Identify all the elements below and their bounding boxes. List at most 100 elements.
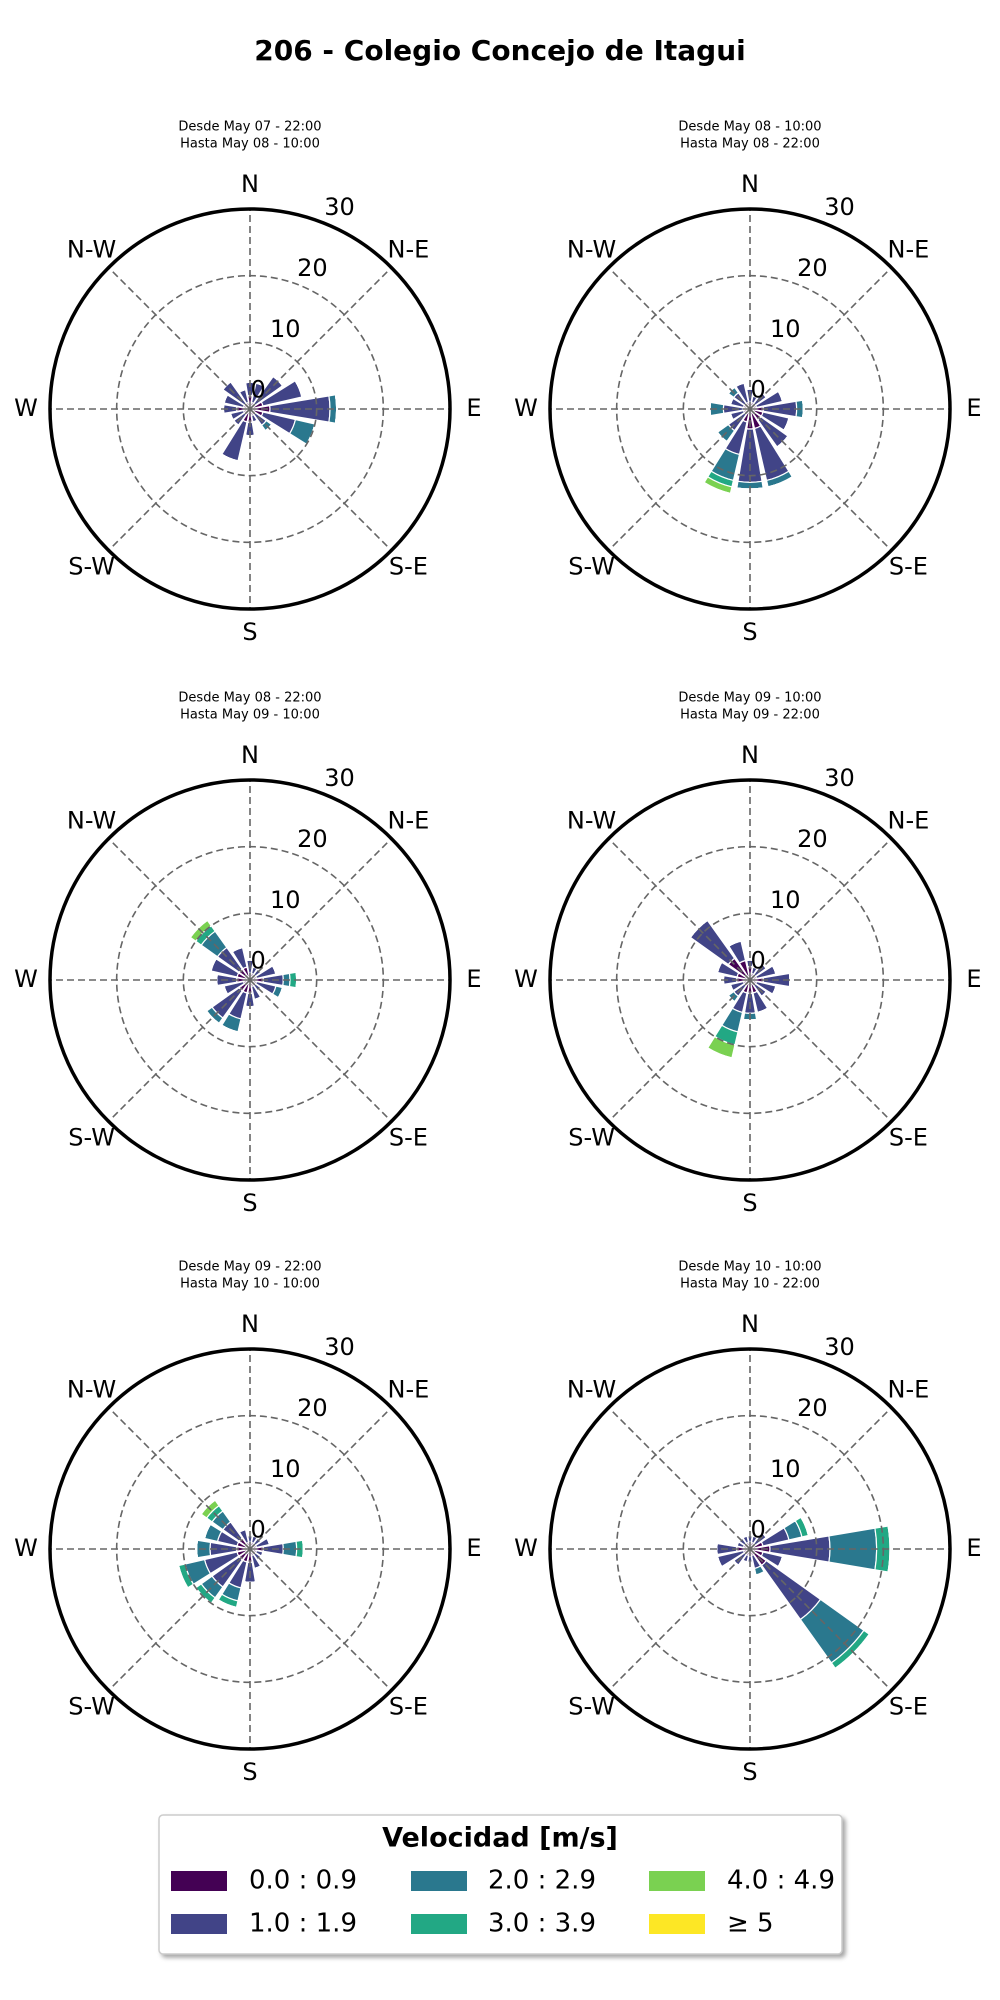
grid-spoke bbox=[749, 838, 892, 981]
grid-ring bbox=[615, 1414, 885, 1684]
legend-label: 3.0 : 3.9 bbox=[488, 1909, 596, 1939]
direction-label: W bbox=[514, 394, 538, 422]
direction-label: N bbox=[241, 741, 259, 769]
grid-spoke bbox=[108, 408, 251, 551]
radial-tick-label: 0 bbox=[750, 947, 765, 975]
radial-tick-label: 10 bbox=[770, 886, 801, 914]
wedge bbox=[757, 1007, 768, 1014]
subplot-title: Desde May 10 - 10:00 bbox=[678, 1260, 821, 1275]
direction-label: E bbox=[466, 1534, 481, 1562]
direction-label: E bbox=[966, 394, 981, 422]
radial-tick-label: 30 bbox=[824, 764, 855, 792]
grid-ring bbox=[115, 274, 385, 544]
direction-label: W bbox=[14, 394, 38, 422]
radial-tick-label: 10 bbox=[270, 1455, 301, 1483]
wedge bbox=[743, 1018, 757, 1021]
wedge bbox=[232, 946, 243, 953]
grid-spoke bbox=[608, 1548, 751, 1691]
direction-label: N-W bbox=[67, 236, 116, 264]
radial-tick-label: 10 bbox=[770, 315, 801, 343]
subplot-title: Desde May 08 - 22:00 bbox=[178, 691, 321, 706]
legend-swatch bbox=[171, 1914, 227, 1934]
direction-label: N-E bbox=[388, 807, 430, 835]
legend-label: 0.0 : 0.9 bbox=[249, 1866, 357, 1896]
radial-tick-label: 30 bbox=[324, 764, 355, 792]
radial-tick-label: 10 bbox=[770, 1455, 801, 1483]
wedge bbox=[761, 1532, 767, 1538]
subplot-title: Desde May 08 - 10:00 bbox=[678, 120, 821, 135]
subplot-title: Hasta May 09 - 10:00 bbox=[180, 708, 320, 723]
grid-ring bbox=[115, 1414, 385, 1684]
direction-label: N-W bbox=[567, 236, 616, 264]
direction-label: W bbox=[514, 1534, 538, 1562]
figure-title: 206 - Colegio Concejo de Itagui bbox=[254, 34, 746, 67]
direction-label: S-W bbox=[68, 552, 115, 580]
direction-label: S bbox=[742, 1758, 757, 1786]
direction-label: N bbox=[741, 741, 759, 769]
wedge bbox=[777, 391, 784, 402]
outer-ring bbox=[48, 778, 452, 1182]
wedge bbox=[277, 987, 284, 998]
grid-spoke bbox=[749, 979, 892, 1122]
direction-label: S bbox=[742, 618, 757, 646]
grid-ring bbox=[182, 912, 318, 1048]
direction-label: N-E bbox=[888, 807, 930, 835]
direction-label: E bbox=[966, 965, 981, 993]
outer-ring bbox=[48, 1347, 452, 1751]
wedge bbox=[255, 382, 265, 387]
grid-spoke bbox=[108, 838, 251, 981]
direction-label: S bbox=[242, 618, 257, 646]
wedge bbox=[776, 435, 789, 448]
subplot-title: Hasta May 10 - 10:00 bbox=[180, 1277, 320, 1292]
radial-tick-label: 0 bbox=[250, 1516, 265, 1544]
subplot-title: Hasta May 09 - 22:00 bbox=[680, 708, 820, 723]
direction-label: E bbox=[466, 965, 481, 993]
grid-spoke bbox=[749, 267, 892, 410]
legend-swatch bbox=[411, 1914, 467, 1934]
direction-label: S-W bbox=[568, 1123, 615, 1151]
grid-spoke bbox=[749, 1407, 892, 1550]
direction-label: S bbox=[242, 1189, 257, 1217]
wedge bbox=[742, 1535, 748, 1539]
wedge bbox=[772, 985, 777, 995]
legend-swatch bbox=[411, 1871, 467, 1891]
radial-tick-label: 30 bbox=[324, 193, 355, 221]
outer-ring bbox=[548, 207, 952, 611]
wedge bbox=[239, 388, 246, 393]
radial-tick-label: 30 bbox=[324, 1333, 355, 1361]
grid-spoke bbox=[108, 1407, 251, 1550]
direction-label: W bbox=[514, 965, 538, 993]
grid-spoke bbox=[608, 838, 751, 981]
direction-label: N-W bbox=[567, 1376, 616, 1404]
radial-tick-label: 0 bbox=[250, 947, 265, 975]
radial-tick-label: 20 bbox=[297, 254, 328, 282]
wedge bbox=[788, 973, 791, 987]
radial-tick-label: 30 bbox=[824, 1333, 855, 1361]
grid-spoke bbox=[249, 1407, 392, 1550]
grid-ring bbox=[115, 845, 385, 1115]
subplot-title: Hasta May 08 - 22:00 bbox=[680, 137, 820, 152]
wedge bbox=[177, 1565, 189, 1589]
direction-label: S-W bbox=[68, 1692, 115, 1720]
direction-label: N-E bbox=[888, 236, 930, 264]
outer-ring bbox=[548, 778, 952, 1182]
grid-spoke bbox=[249, 838, 392, 981]
direction-label: S-E bbox=[389, 552, 428, 580]
direction-label: S-E bbox=[389, 1692, 428, 1720]
wedge bbox=[709, 402, 712, 416]
direction-label: N-W bbox=[67, 807, 116, 835]
grid-spoke bbox=[108, 979, 251, 1122]
grid-spoke bbox=[249, 408, 392, 551]
grid-spoke bbox=[249, 979, 392, 1122]
radial-tick-label: 20 bbox=[297, 1394, 328, 1422]
radial-tick-label: 30 bbox=[824, 193, 855, 221]
wedge bbox=[729, 984, 734, 991]
grid-spoke bbox=[749, 1548, 892, 1691]
subplot-title: Hasta May 08 - 10:00 bbox=[180, 137, 320, 152]
wedge bbox=[239, 1528, 246, 1533]
grid-spoke bbox=[749, 408, 892, 551]
wedge bbox=[266, 1538, 271, 1545]
grid-ring bbox=[615, 274, 885, 544]
direction-label: S-E bbox=[889, 552, 928, 580]
